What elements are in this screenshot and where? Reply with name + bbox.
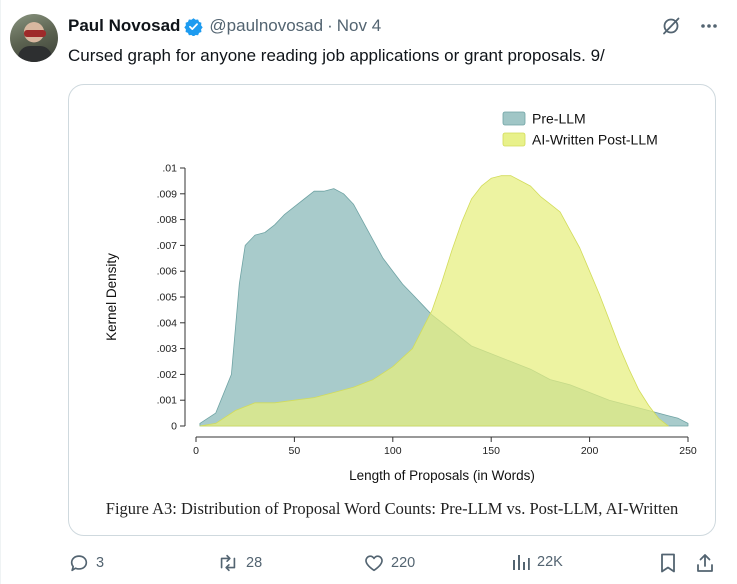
heart-icon (365, 555, 383, 572)
legend-label: Pre-LLM (532, 111, 586, 127)
tweet-text: Cursed graph for anyone reading job appl… (68, 46, 605, 65)
y-tick-label: .003 (157, 343, 178, 355)
y-axis-title: Kernel Density (104, 253, 119, 341)
share-button[interactable] (695, 552, 715, 574)
tweet-date[interactable]: Nov 4 (336, 16, 382, 35)
repost-button[interactable]: 28 (216, 552, 262, 574)
x-tick-label: 100 (384, 445, 402, 457)
repost-icon (220, 554, 236, 572)
reply-count: 3 (96, 555, 105, 571)
more-icon[interactable] (699, 16, 719, 36)
y-tick-label: 0 (171, 421, 177, 433)
verified-badge-icon (184, 17, 204, 36)
y-tick-label: .001 (157, 395, 178, 407)
y-tick-label: .004 (157, 317, 178, 329)
repost-count: 28 (246, 555, 263, 571)
grok-icon[interactable] (661, 16, 681, 36)
thread-line (0, 0, 1, 584)
author-handle[interactable]: @paulnovosad (209, 16, 324, 35)
avatar-body (18, 46, 52, 62)
action-bar: 3 28 220 22K (68, 552, 718, 578)
series-area-ai-written-post-llm (199, 175, 669, 427)
x-axis-title: Length of Proposals (in Words) (349, 468, 535, 483)
legend-swatch (502, 111, 526, 126)
header-separator: · (327, 16, 333, 35)
avatar[interactable] (10, 14, 58, 62)
y-tick-label: .009 (157, 188, 178, 200)
view-count: 22K (537, 554, 563, 570)
y-tick-label: .007 (157, 240, 178, 252)
tweet-header: Paul Novosad @paulnovosad · Nov 4 (68, 14, 381, 38)
y-tick-label: .008 (157, 214, 178, 226)
reply-icon (70, 555, 88, 572)
x-tick-label: 0 (193, 445, 199, 457)
y-tick-label: .005 (157, 292, 178, 304)
x-tick-label: 250 (679, 445, 697, 457)
media-card[interactable]: 0 .001 .002 .003 .004 .005 .006 .007 .008 .009 .01… (68, 84, 716, 536)
y-tick-label: .006 (157, 266, 178, 278)
figure-caption: Figure A3: Distribution of Proposal Word… (105, 499, 679, 518)
avatar-sunglasses (24, 30, 46, 37)
y-tick-label: .002 (157, 369, 178, 381)
views-button[interactable]: 22K (511, 552, 563, 572)
like-count: 220 (391, 555, 416, 571)
author-name[interactable]: Paul Novosad (68, 16, 181, 35)
density-chart: 0 .001 .002 .003 .004 .005 .006 .007 .008 .009 .01… (104, 111, 697, 484)
bookmark-button[interactable] (658, 552, 678, 574)
share-icon (697, 554, 713, 572)
like-button[interactable]: 220 (363, 552, 415, 574)
x-tick-label: 50 (289, 445, 301, 457)
top-icons (661, 16, 719, 36)
reply-button[interactable]: 3 (68, 552, 104, 574)
x-tick-label: 200 (581, 445, 599, 457)
x-tick-label: 150 (482, 445, 500, 457)
bookmark-icon (661, 553, 675, 573)
legend-label: AI-Written Post-LLM (532, 132, 658, 148)
y-tick-label: .01 (162, 163, 177, 175)
views-icon (513, 555, 530, 570)
legend-swatch (502, 132, 526, 147)
